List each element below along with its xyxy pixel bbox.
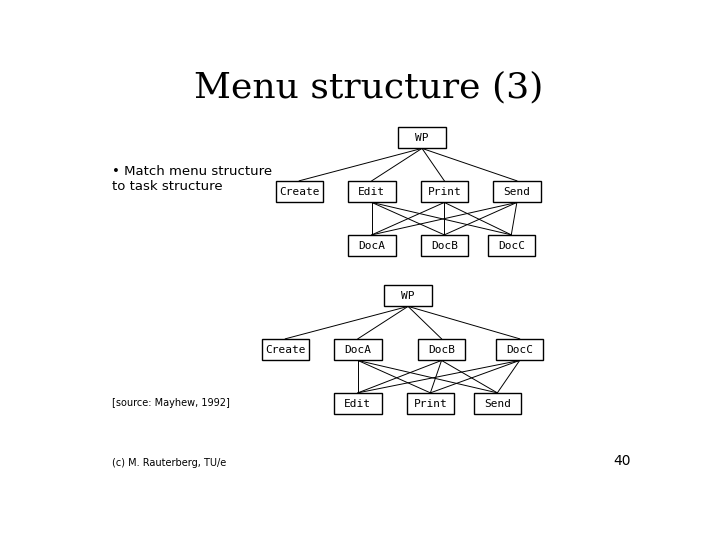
Text: WP: WP bbox=[401, 291, 415, 301]
FancyBboxPatch shape bbox=[398, 127, 446, 148]
Text: Menu structure (3): Menu structure (3) bbox=[194, 71, 544, 105]
Text: Edit: Edit bbox=[359, 187, 385, 197]
Text: Send: Send bbox=[503, 187, 531, 197]
Text: WP: WP bbox=[415, 132, 429, 143]
Text: DocC: DocC bbox=[498, 241, 525, 251]
FancyBboxPatch shape bbox=[261, 339, 309, 360]
FancyBboxPatch shape bbox=[334, 393, 382, 415]
FancyBboxPatch shape bbox=[276, 181, 323, 202]
Text: [source: Mayhew, 1992]: [source: Mayhew, 1992] bbox=[112, 398, 230, 408]
Text: DocA: DocA bbox=[344, 345, 372, 355]
FancyBboxPatch shape bbox=[407, 393, 454, 415]
Text: Print: Print bbox=[413, 399, 447, 409]
FancyBboxPatch shape bbox=[384, 285, 432, 306]
FancyBboxPatch shape bbox=[348, 235, 395, 256]
Text: • Match menu structure
to task structure: • Match menu structure to task structure bbox=[112, 165, 272, 193]
FancyBboxPatch shape bbox=[474, 393, 521, 415]
Text: DocC: DocC bbox=[506, 345, 534, 355]
FancyBboxPatch shape bbox=[420, 181, 468, 202]
Text: DocB: DocB bbox=[428, 345, 455, 355]
Text: (c) M. Rauterberg, TU/e: (c) M. Rauterberg, TU/e bbox=[112, 458, 227, 468]
FancyBboxPatch shape bbox=[418, 339, 465, 360]
FancyBboxPatch shape bbox=[487, 235, 535, 256]
FancyBboxPatch shape bbox=[496, 339, 544, 360]
Text: Edit: Edit bbox=[344, 399, 372, 409]
Text: Print: Print bbox=[428, 187, 462, 197]
Text: Send: Send bbox=[484, 399, 511, 409]
Text: DocA: DocA bbox=[359, 241, 385, 251]
Text: Create: Create bbox=[279, 187, 320, 197]
Text: 40: 40 bbox=[613, 454, 631, 468]
FancyBboxPatch shape bbox=[334, 339, 382, 360]
FancyBboxPatch shape bbox=[420, 235, 468, 256]
FancyBboxPatch shape bbox=[493, 181, 541, 202]
Text: Create: Create bbox=[265, 345, 305, 355]
Text: DocB: DocB bbox=[431, 241, 458, 251]
FancyBboxPatch shape bbox=[348, 181, 395, 202]
